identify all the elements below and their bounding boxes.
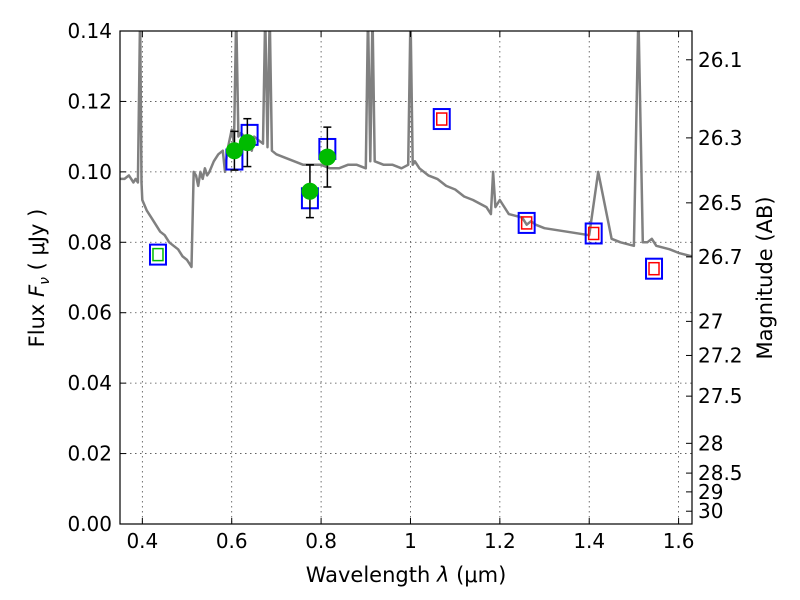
x-tick-label: 1.2	[484, 529, 516, 553]
y-tick-label: 0.10	[67, 160, 112, 184]
x-tick-label: 0.6	[216, 529, 248, 553]
small-flux-square	[648, 261, 660, 276]
observed-point	[238, 134, 256, 152]
y2-tick-label: 26.7	[698, 245, 743, 269]
y2-tick-label: 27	[698, 309, 723, 333]
y-tick-label: 0.14	[67, 19, 112, 43]
y2-axis-title: Magnitude (AB)	[753, 196, 777, 359]
y2-tick-label: 26.5	[698, 191, 743, 215]
y2-tick-label: 30	[698, 499, 723, 523]
y-tick-label: 0.00	[67, 512, 112, 536]
observed-point	[301, 182, 319, 200]
y2-tick-label: 27.5	[698, 384, 743, 408]
observed-point	[318, 148, 336, 166]
y2-tick-label: 27.2	[698, 343, 743, 367]
y2-tick-label: 28.5	[698, 461, 743, 485]
y2-tick-label: 29	[698, 480, 723, 504]
y-tick-label: 0.08	[67, 230, 112, 254]
x-tick-label: 1.6	[663, 529, 695, 553]
y-tick-label: 0.12	[67, 89, 112, 113]
small-flux-square	[520, 216, 533, 230]
grid	[120, 30, 692, 525]
x-axis-title: Wavelength λ (μm)	[306, 563, 507, 587]
plot-frame	[119, 30, 693, 525]
y-tick-label: 0.02	[67, 442, 112, 466]
observed-point	[225, 142, 243, 160]
x-tick-label: 1.4	[573, 529, 605, 553]
model-flux-square	[148, 243, 167, 266]
small-flux-square	[436, 112, 448, 126]
model-flux-square	[645, 257, 664, 280]
spectrum-line	[120, 31, 692, 269]
x-tick-label: 0.4	[126, 529, 158, 553]
small-flux-square	[152, 247, 164, 262]
model-flux-square	[584, 222, 603, 245]
x-tick-label: 0.8	[305, 529, 337, 553]
plot-area	[120, 31, 692, 280]
x-tick-label: 1	[404, 529, 417, 553]
y2-tick-label: 28	[698, 431, 723, 455]
y2-tick-label: 26.3	[698, 126, 743, 150]
y-axis-title: Flux Fν ( μJy )	[25, 209, 53, 348]
small-flux-square	[587, 226, 600, 241]
axes: 0.4 0.6 0.8 1 1.2 1.4 1.6 0.00 0.02 0.04 0.06 0.08 0…	[67, 19, 742, 553]
y2-tick-label: 26.1	[698, 48, 743, 72]
model-flux-square	[432, 108, 451, 131]
y-tick-label: 0.06	[67, 301, 112, 325]
y-tick-label: 0.04	[67, 371, 112, 395]
model-flux-square	[517, 211, 536, 234]
